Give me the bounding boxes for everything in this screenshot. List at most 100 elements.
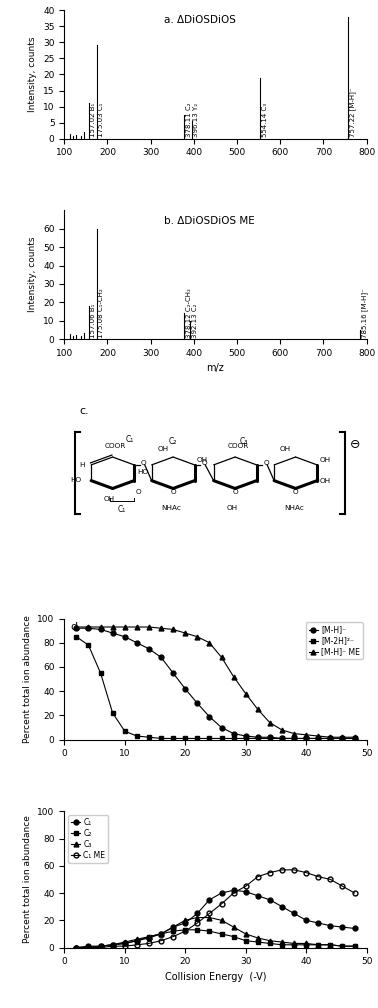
- C₁: [74, 941, 79, 954]
- C₁ ME: [268, 867, 272, 879]
- C₂: [171, 925, 175, 937]
- [M-H]⁻ ME: [86, 621, 91, 633]
- Text: OH: OH: [197, 458, 208, 464]
- [M-H]⁻: [147, 643, 151, 655]
- [M-H]⁻: [207, 711, 212, 723]
- [M-H]⁻ ME: [74, 621, 79, 633]
- Text: NHAc: NHAc: [284, 504, 304, 510]
- [M-H]⁻ ME: [316, 730, 321, 742]
- [M-H]⁻: [268, 731, 272, 743]
- [M-H]⁻ ME: [135, 621, 139, 633]
- Text: C₂: C₂: [169, 437, 177, 447]
- [M-2H]²⁻: [135, 730, 139, 742]
- [M-H]⁻ ME: [340, 731, 345, 743]
- Text: C₁: C₁: [125, 435, 133, 444]
- [M-H]⁻ ME: [280, 724, 284, 736]
- Text: OH: OH: [104, 496, 115, 502]
- C₂: [268, 937, 272, 950]
- Text: 157.02 B₁: 157.02 B₁: [90, 103, 96, 137]
- [M-H]⁻ ME: [122, 621, 127, 633]
- Legend: C₁, C₂, C₃, C₁ ME: C₁, C₂, C₃, C₁ ME: [68, 815, 108, 863]
- [M-2H]²⁻: [110, 707, 115, 719]
- [M-H]⁻ ME: [159, 622, 163, 634]
- C₃: [340, 940, 345, 953]
- C₁: [86, 940, 91, 953]
- C₁ ME: [352, 887, 357, 899]
- [M-H]⁻ ME: [110, 621, 115, 633]
- Line: [M-2H]²⁻: [M-2H]²⁻: [74, 634, 357, 741]
- C₃: [74, 941, 79, 954]
- Text: O: O: [201, 461, 207, 467]
- C₂: [280, 938, 284, 951]
- Y-axis label: Percent total ion abundance: Percent total ion abundance: [23, 615, 32, 743]
- C₃: [110, 938, 115, 951]
- C₁ ME: [98, 941, 103, 954]
- C₃: [292, 937, 296, 950]
- [M-H]⁻ ME: [352, 731, 357, 743]
- C₂: [122, 937, 127, 950]
- Text: e.: e.: [70, 815, 81, 826]
- [M-2H]²⁻: [280, 733, 284, 745]
- [M-2H]²⁻: [183, 733, 187, 745]
- C₁: [219, 887, 224, 899]
- C₃: [171, 921, 175, 933]
- [M-H]⁻ ME: [171, 623, 175, 635]
- Text: OH: OH: [319, 458, 331, 464]
- C₁ ME: [292, 864, 296, 876]
- [M-H]⁻: [243, 730, 248, 742]
- C₁ ME: [86, 941, 91, 954]
- X-axis label: Collision Energy  (-V): Collision Energy (-V): [165, 972, 266, 982]
- C₁: [256, 890, 260, 902]
- Text: 175.03 C₁: 175.03 C₁: [98, 103, 104, 137]
- Text: 554.14 C₃: 554.14 C₃: [262, 103, 268, 137]
- C₂: [340, 940, 345, 953]
- [M-H]⁻: [122, 631, 127, 643]
- [M-2H]²⁻: [304, 733, 308, 745]
- C₂: [147, 930, 151, 942]
- [M-H]⁻: [352, 733, 357, 745]
- [M-2H]²⁻: [328, 733, 333, 745]
- C₃: [231, 921, 236, 933]
- [M-H]⁻ ME: [243, 687, 248, 700]
- Text: HO: HO: [137, 469, 149, 475]
- Text: O: O: [136, 489, 141, 495]
- Text: ⊖: ⊖: [350, 437, 361, 451]
- Text: OH: OH: [280, 446, 291, 452]
- Text: OH: OH: [226, 504, 238, 510]
- Line: C₁ ME: C₁ ME: [74, 868, 357, 950]
- [M-H]⁻ ME: [256, 704, 260, 716]
- [M-H]⁻: [292, 733, 296, 745]
- C₂: [135, 934, 139, 947]
- Text: O: O: [141, 461, 146, 467]
- C₁ ME: [316, 871, 321, 883]
- [M-H]⁻ ME: [195, 631, 200, 643]
- [M-H]⁻: [195, 698, 200, 710]
- Text: OH: OH: [158, 446, 169, 452]
- [M-H]⁻: [231, 728, 236, 740]
- C₁: [243, 886, 248, 898]
- C₃: [304, 937, 308, 950]
- Text: O: O: [293, 489, 298, 495]
- C₂: [256, 936, 260, 949]
- C₁: [159, 927, 163, 939]
- Text: C₃: C₃: [240, 437, 248, 447]
- [M-2H]²⁻: [256, 733, 260, 745]
- Text: 785.16 [M-H]⁻: 785.16 [M-H]⁻: [361, 288, 368, 338]
- Text: 378.11 C₂: 378.11 C₂: [186, 103, 192, 137]
- C₃: [256, 932, 260, 944]
- [M-H]⁻: [171, 667, 175, 679]
- C₁ ME: [219, 898, 224, 910]
- C₂: [86, 941, 91, 954]
- [M-H]⁻ ME: [268, 717, 272, 729]
- [M-2H]²⁻: [316, 733, 321, 745]
- C₁ ME: [147, 937, 151, 950]
- Line: [M-H]⁻: [M-H]⁻: [74, 626, 357, 741]
- Text: O: O: [170, 489, 176, 495]
- C₁ ME: [256, 871, 260, 883]
- C₂: [207, 925, 212, 937]
- [M-H]⁻ ME: [207, 637, 212, 649]
- Text: O: O: [263, 461, 269, 467]
- C₃: [207, 911, 212, 923]
- [M-2H]²⁻: [243, 733, 248, 745]
- [M-H]⁻: [86, 622, 91, 634]
